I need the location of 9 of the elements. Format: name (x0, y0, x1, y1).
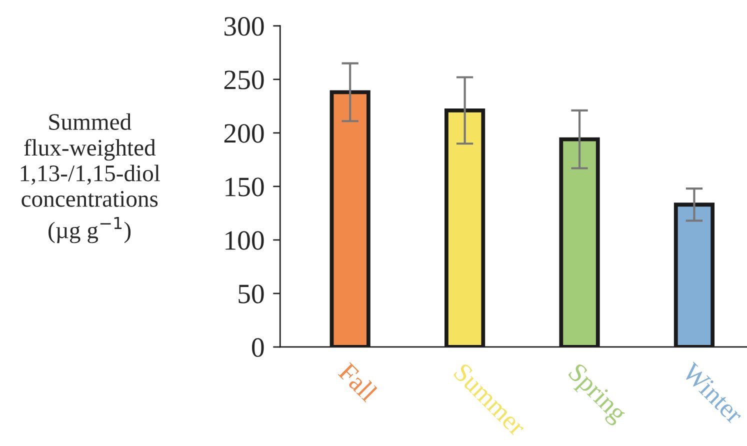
y-tick-label: 200 (224, 124, 264, 143)
y-tick-label: 300 (224, 17, 264, 36)
y-tick-label: 100 (226, 231, 264, 250)
y-tick-label: 0 (252, 338, 264, 357)
y-axis-title: Summed flux-weighted 1,13-/1,15-diol concentrations (µg g$^{−1}$) (20, 113, 160, 244)
y-tick-label: 50 (238, 284, 264, 304)
y-tick-label: 250 (224, 70, 264, 90)
x-tick-label: Fall (338, 361, 379, 403)
y-tick-label: 150 (226, 178, 264, 196)
